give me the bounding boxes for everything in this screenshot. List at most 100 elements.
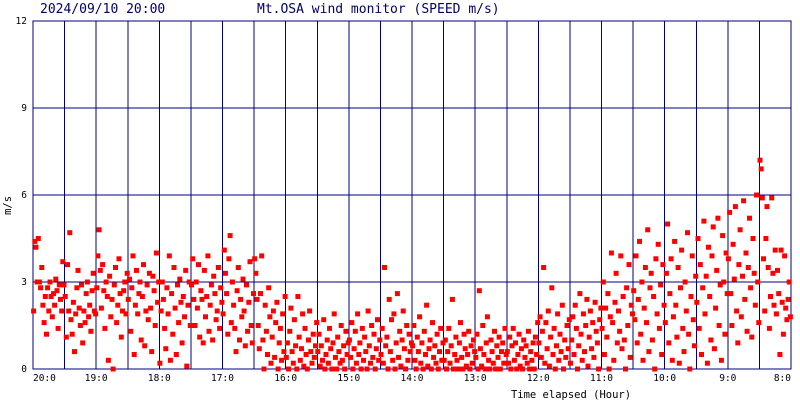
wind-speed-point xyxy=(307,308,313,314)
wind-speed-point xyxy=(108,314,114,320)
wind-speed-point xyxy=(413,366,419,372)
wind-speed-point xyxy=(125,296,131,302)
wind-speed-point xyxy=(111,282,117,288)
wind-speed-point xyxy=(238,296,244,302)
wind-speed-point xyxy=(578,331,584,337)
wind-speed-point xyxy=(109,296,115,302)
wind-speed-point xyxy=(251,291,256,297)
wind-speed-point xyxy=(191,296,197,302)
wind-speed-point xyxy=(585,363,591,369)
wind-speed-point xyxy=(61,282,67,288)
wind-speed-point xyxy=(437,349,442,355)
wind-speed-point xyxy=(651,294,657,299)
wind-speed-point xyxy=(628,302,634,308)
wind-speed-point xyxy=(583,323,589,328)
wind-speed-point xyxy=(474,331,480,337)
wind-speed-point xyxy=(756,320,762,326)
wind-speed-point xyxy=(649,337,655,343)
x-tick-label: 9:0 xyxy=(719,373,736,384)
wind-speed-point xyxy=(94,285,100,291)
wind-speed-point xyxy=(423,352,428,357)
wind-speed-point xyxy=(476,288,482,294)
wind-speed-point xyxy=(727,209,733,215)
wind-speed-point xyxy=(675,265,681,270)
wind-speed-point xyxy=(265,352,270,357)
wind-speed-point xyxy=(695,236,701,241)
wind-speed-point xyxy=(558,349,564,355)
wind-speed-point xyxy=(110,366,116,372)
wind-speed-point xyxy=(500,340,506,346)
wind-speed-point xyxy=(173,352,179,357)
wind-speed-point xyxy=(646,349,652,355)
wind-speed-point xyxy=(295,294,301,299)
wind-speed-point xyxy=(745,265,751,270)
wind-speed-point xyxy=(449,296,455,302)
wind-speed-point xyxy=(287,328,293,334)
wind-speed-point xyxy=(118,334,124,340)
wind-speed-point xyxy=(494,343,500,349)
wind-speed-point xyxy=(144,282,150,288)
wind-speed-point xyxy=(418,360,424,366)
data-points xyxy=(31,157,793,372)
wind-speed-point xyxy=(406,331,412,337)
wind-speed-point xyxy=(569,337,575,343)
wind-speed-point xyxy=(488,337,494,343)
x-tick-label: 15:0 xyxy=(337,373,360,384)
wind-speed-point xyxy=(445,349,451,355)
wind-speed-point xyxy=(454,357,460,363)
wind-speed-point xyxy=(778,247,784,253)
wind-speed-point xyxy=(564,323,570,328)
wind-speed-point xyxy=(289,349,295,355)
wind-speed-point xyxy=(426,346,432,352)
wind-speed-point xyxy=(345,340,351,346)
wind-speed-point xyxy=(275,366,281,372)
wind-speed-point xyxy=(123,311,129,317)
wind-speed-point xyxy=(382,265,387,270)
wind-speed-point xyxy=(771,302,777,308)
wind-speed-point xyxy=(577,291,583,297)
wind-speed-point xyxy=(211,273,217,279)
wind-speed-point xyxy=(235,265,241,270)
wind-speed-point xyxy=(327,325,332,331)
wind-speed-point xyxy=(631,288,637,294)
wind-speed-point xyxy=(222,270,228,276)
wind-speed-point xyxy=(655,241,661,247)
wind-speed-point xyxy=(393,340,399,346)
wind-speed-point xyxy=(729,323,735,328)
wind-speed-point xyxy=(561,366,566,372)
wind-speed-point xyxy=(260,337,266,343)
wind-speed-point xyxy=(52,302,58,308)
wind-speed-point xyxy=(362,334,368,340)
wind-speed-point xyxy=(683,308,689,314)
wind-speed-point xyxy=(376,357,382,363)
wind-speed-point xyxy=(73,311,79,317)
wind-speed-point xyxy=(672,238,678,244)
wind-speed-point xyxy=(432,343,438,349)
wind-speed-point xyxy=(730,241,736,247)
wind-speed-point xyxy=(150,273,156,279)
wind-speed-point xyxy=(310,331,316,337)
wind-speed-point xyxy=(707,294,713,299)
wind-speed-point xyxy=(87,302,93,308)
wind-speed-point xyxy=(475,366,481,372)
wind-speed-point xyxy=(654,311,660,317)
wind-speed-point xyxy=(151,288,157,294)
wind-speed-point xyxy=(300,311,306,317)
wind-speed-point xyxy=(706,244,711,250)
wind-speed-point xyxy=(172,305,178,311)
wind-speed-point xyxy=(592,299,598,305)
wind-speed-point xyxy=(266,285,272,291)
wind-speed-point xyxy=(232,325,238,331)
wind-speed-point xyxy=(653,256,659,262)
wind-speed-point xyxy=(625,323,631,328)
wind-speed-point xyxy=(690,317,696,323)
wind-speed-point xyxy=(751,270,757,276)
wind-speed-point xyxy=(246,299,252,305)
wind-speed-point xyxy=(702,311,708,317)
wind-speed-point xyxy=(98,305,104,311)
wind-speed-point xyxy=(407,349,413,355)
wind-speed-point xyxy=(69,331,75,337)
wind-speed-point xyxy=(740,273,745,279)
wind-speed-point xyxy=(103,279,109,285)
wind-speed-point xyxy=(415,349,421,355)
